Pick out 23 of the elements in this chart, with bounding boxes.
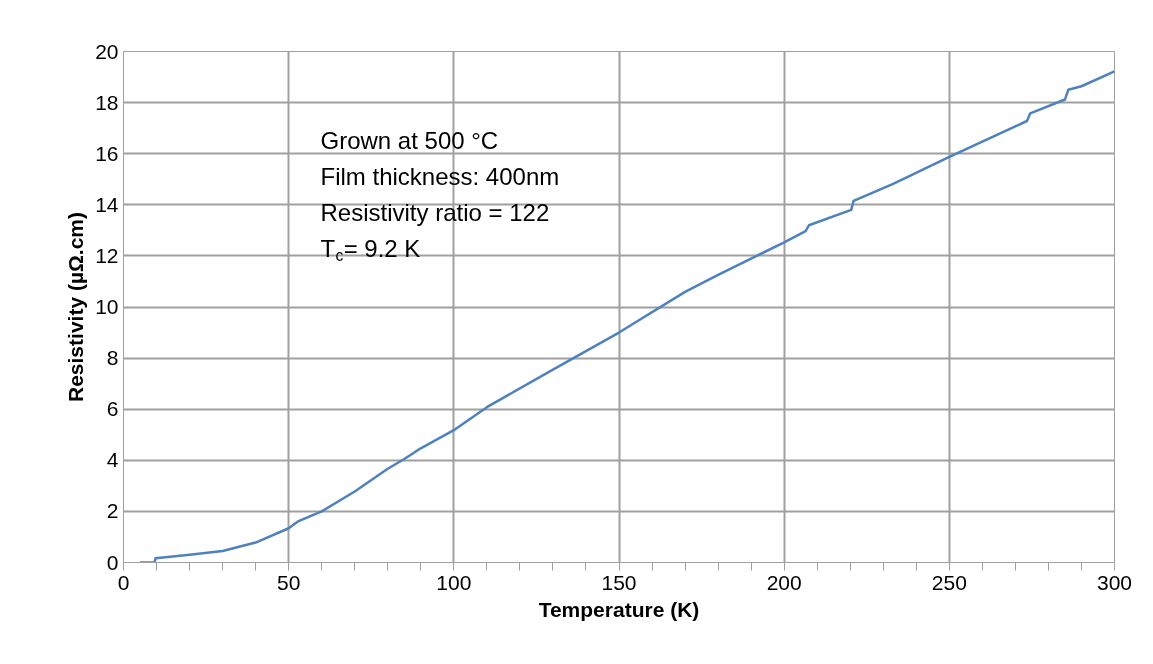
- x-tick-label: 200: [766, 570, 802, 594]
- x-tick-label: 150: [601, 570, 637, 594]
- y-axis-title: Resistivity (µΩ.cm): [64, 212, 88, 402]
- line-series: [138, 70, 1115, 563]
- annotation: Grown at 500 °C: [320, 127, 499, 154]
- x-tick-label: 100: [436, 570, 472, 594]
- y-tick-label: 6: [106, 397, 119, 421]
- y-tick-label: 16: [95, 141, 119, 165]
- y-tick-label: 2: [106, 499, 119, 523]
- x-axis-title: Temperature (K): [538, 597, 700, 621]
- y-tick-label: 18: [95, 90, 119, 114]
- y-tick-label: 4: [106, 448, 119, 472]
- x-tick-label: 300: [1096, 570, 1133, 594]
- x-tick-label: 50: [276, 570, 301, 594]
- y-tick-label: 10: [95, 295, 119, 318]
- y-tick-label: 14: [95, 192, 119, 216]
- x-tick-label: 250: [931, 570, 967, 594]
- annotation: Film thickness: 400nm: [320, 163, 560, 190]
- y-tick-label: 0: [106, 550, 119, 574]
- annotation: Resistivity ratio = 122: [320, 199, 550, 226]
- y-tick-label: 12: [95, 243, 119, 267]
- y-tick-label: 8: [106, 346, 119, 370]
- y-tick-label: 20: [95, 39, 119, 63]
